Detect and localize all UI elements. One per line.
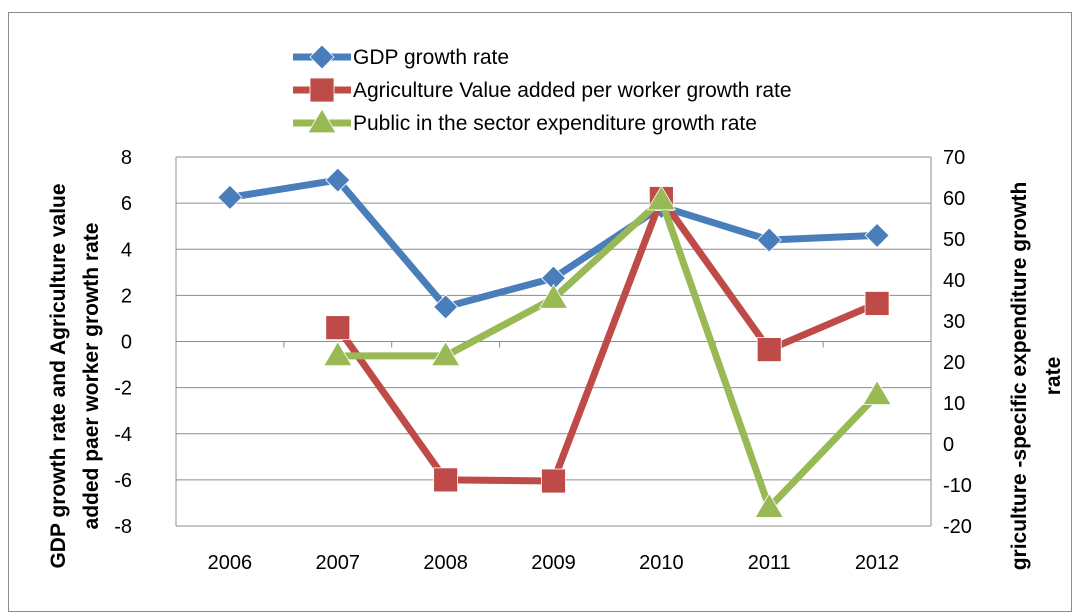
data-point-diamond: [325, 167, 351, 193]
x-tick-label: 2011: [748, 552, 791, 574]
data-point-triangle: [538, 283, 569, 309]
left-tick-label: 8: [121, 147, 132, 169]
data-point-triangle: [323, 341, 353, 367]
right-axis-title: rate: [1042, 357, 1065, 396]
right-tick-label: 50: [943, 229, 965, 251]
right-tick-label: 0: [943, 434, 954, 456]
right-tick-label: 70: [943, 147, 965, 169]
data-point-diamond: [309, 44, 335, 70]
legend: GDP growth rate Agriculture Value added p…: [293, 44, 792, 135]
left-tick-label: 4: [121, 239, 132, 261]
legend-entry-label: GDP growth rate: [353, 46, 509, 69]
left-axis-title: GDP growth rate and Agriculture value: [47, 183, 70, 568]
right-tick-label: -10: [943, 475, 972, 497]
right-tick-label: 40: [943, 270, 965, 292]
data-point-square: [325, 315, 351, 341]
data-point-square: [309, 77, 335, 103]
gridlines: [176, 156, 931, 527]
data-point-square: [541, 468, 566, 494]
data-point-triangle: [754, 492, 784, 518]
data-point-diamond: [756, 227, 782, 253]
left-tick-label: -6: [114, 470, 132, 492]
right-tick-label: -20: [943, 516, 972, 538]
axis-titles: GDP growth rate and Agriculture value add…: [47, 182, 1065, 571]
series-line: [337, 196, 880, 512]
left-tick-label: -8: [114, 516, 132, 538]
data-point-triangle: [646, 185, 677, 211]
data-point-square: [433, 467, 459, 493]
left-axis-title: added paer worker growth rate: [80, 223, 103, 530]
x-tick-label: 2010: [639, 552, 684, 574]
legend-entry-label: Public in the sector expenditure growth …: [353, 112, 757, 135]
right-tick-label: 10: [943, 393, 965, 415]
data-point-triangle: [862, 380, 892, 405]
left-tick-label: 2: [121, 285, 132, 307]
axes: [175, 157, 932, 526]
data-point-diamond: [864, 222, 890, 248]
data-point-triangle: [307, 108, 337, 134]
x-tick-label: 2006: [208, 552, 253, 574]
left-tick-label: 0: [121, 332, 132, 354]
right-tick-label: 60: [943, 188, 965, 210]
left-tick-label: -2: [114, 378, 132, 400]
left-tick-label: -4: [114, 424, 132, 446]
x-tick-label: 2009: [531, 552, 576, 574]
right-tick-label: 30: [943, 311, 965, 333]
legend-entry-label: Agriculture Value added per worker growt…: [353, 79, 792, 102]
right-axis-title: griculture -specific expenditure growth: [1008, 182, 1031, 571]
x-tick-label: 2012: [855, 552, 900, 574]
left-tick-label: 6: [121, 193, 132, 215]
data-point-square: [756, 337, 782, 362]
series-lines: [217, 167, 892, 518]
x-tick-label: 2007: [316, 552, 361, 574]
data-point-diamond: [433, 294, 459, 320]
chart-frame: 8 6 4 2 0 -2 -4 -6 -8 70 60 50 40 30 20 10 0 -10 -20 2006 20…: [8, 12, 1072, 612]
data-point-diamond: [217, 184, 243, 210]
data-point-square: [864, 291, 890, 316]
series-line: [334, 195, 879, 485]
right-tick-label: 20: [943, 352, 965, 374]
data-point-triangle: [430, 341, 461, 367]
x-tick-label: 2008: [423, 552, 468, 574]
